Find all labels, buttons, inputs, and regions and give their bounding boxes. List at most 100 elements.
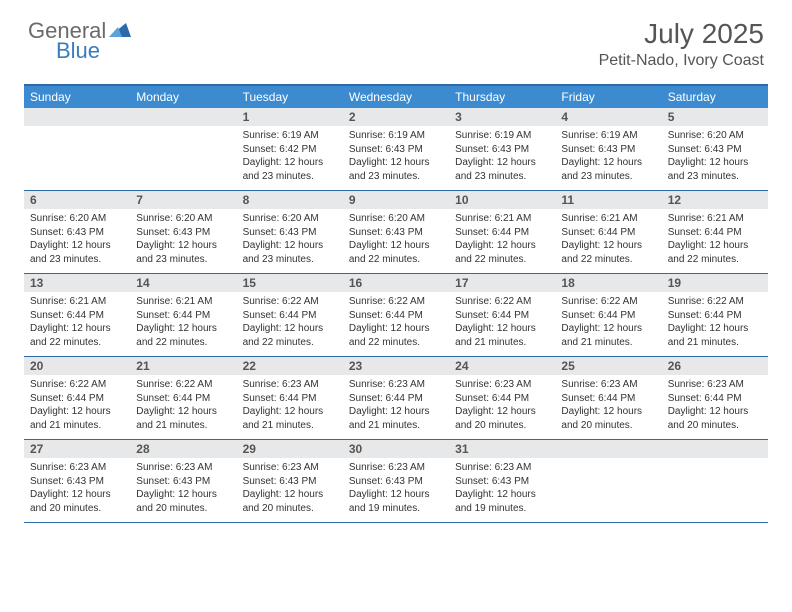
sunrise-line: Sunrise: 6:20 AM [349,212,443,226]
week-row: 6Sunrise: 6:20 AMSunset: 6:43 PMDaylight… [24,191,768,274]
calendar-cell: 1Sunrise: 6:19 AMSunset: 6:42 PMDaylight… [237,108,343,190]
day-number [662,440,768,458]
day-details: Sunrise: 6:23 AMSunset: 6:44 PMDaylight:… [662,375,768,432]
calendar-cell: 30Sunrise: 6:23 AMSunset: 6:43 PMDayligh… [343,440,449,522]
day-number: 2 [343,108,449,126]
day-number: 5 [662,108,768,126]
daylight-line: Daylight: 12 hours and 19 minutes. [349,488,443,515]
week-row: 13Sunrise: 6:21 AMSunset: 6:44 PMDayligh… [24,274,768,357]
day-details: Sunrise: 6:22 AMSunset: 6:44 PMDaylight:… [130,375,236,432]
daylight-line: Daylight: 12 hours and 23 minutes. [136,239,230,266]
sunset-line: Sunset: 6:44 PM [561,226,655,240]
calendar-cell: 21Sunrise: 6:22 AMSunset: 6:44 PMDayligh… [130,357,236,439]
calendar-cell: 4Sunrise: 6:19 AMSunset: 6:43 PMDaylight… [555,108,661,190]
day-details: Sunrise: 6:23 AMSunset: 6:44 PMDaylight:… [449,375,555,432]
sunrise-line: Sunrise: 6:22 AM [455,295,549,309]
day-details: Sunrise: 6:22 AMSunset: 6:44 PMDaylight:… [662,292,768,349]
sunset-line: Sunset: 6:43 PM [243,226,337,240]
sunrise-line: Sunrise: 6:20 AM [668,129,762,143]
day-details: Sunrise: 6:23 AMSunset: 6:43 PMDaylight:… [24,458,130,515]
daylight-line: Daylight: 12 hours and 23 minutes. [243,156,337,183]
day-details: Sunrise: 6:19 AMSunset: 6:43 PMDaylight:… [555,126,661,183]
calendar-cell: 27Sunrise: 6:23 AMSunset: 6:43 PMDayligh… [24,440,130,522]
day-number: 20 [24,357,130,375]
sunrise-line: Sunrise: 6:22 AM [243,295,337,309]
sunrise-line: Sunrise: 6:23 AM [136,461,230,475]
calendar-cell: 5Sunrise: 6:20 AMSunset: 6:43 PMDaylight… [662,108,768,190]
daylight-line: Daylight: 12 hours and 23 minutes. [30,239,124,266]
calendar-cell: 3Sunrise: 6:19 AMSunset: 6:43 PMDaylight… [449,108,555,190]
calendar-cell: 26Sunrise: 6:23 AMSunset: 6:44 PMDayligh… [662,357,768,439]
calendar-cell: 28Sunrise: 6:23 AMSunset: 6:43 PMDayligh… [130,440,236,522]
title-block: July 2025 Petit-Nado, Ivory Coast [599,18,764,70]
sunrise-line: Sunrise: 6:22 AM [30,378,124,392]
calendar-cell-blank [130,108,236,190]
day-details: Sunrise: 6:19 AMSunset: 6:43 PMDaylight:… [343,126,449,183]
calendar-cell: 11Sunrise: 6:21 AMSunset: 6:44 PMDayligh… [555,191,661,273]
calendar-cell: 31Sunrise: 6:23 AMSunset: 6:43 PMDayligh… [449,440,555,522]
sunrise-line: Sunrise: 6:20 AM [136,212,230,226]
sunset-line: Sunset: 6:44 PM [243,392,337,406]
daylight-line: Daylight: 12 hours and 22 minutes. [668,239,762,266]
sunset-line: Sunset: 6:43 PM [455,475,549,489]
week-row: 1Sunrise: 6:19 AMSunset: 6:42 PMDaylight… [24,108,768,191]
calendar-cell: 13Sunrise: 6:21 AMSunset: 6:44 PMDayligh… [24,274,130,356]
sunrise-line: Sunrise: 6:22 AM [136,378,230,392]
sunrise-line: Sunrise: 6:23 AM [243,461,337,475]
sunrise-line: Sunrise: 6:23 AM [455,378,549,392]
daylight-line: Daylight: 12 hours and 20 minutes. [668,405,762,432]
day-number: 30 [343,440,449,458]
weekday-monday: Monday [130,86,236,108]
calendar-cell: 14Sunrise: 6:21 AMSunset: 6:44 PMDayligh… [130,274,236,356]
location-label: Petit-Nado, Ivory Coast [599,52,764,70]
day-number: 26 [662,357,768,375]
day-details: Sunrise: 6:21 AMSunset: 6:44 PMDaylight:… [130,292,236,349]
calendar-cell: 16Sunrise: 6:22 AMSunset: 6:44 PMDayligh… [343,274,449,356]
day-details: Sunrise: 6:22 AMSunset: 6:44 PMDaylight:… [24,375,130,432]
day-details: Sunrise: 6:19 AMSunset: 6:43 PMDaylight:… [449,126,555,183]
day-details: Sunrise: 6:23 AMSunset: 6:44 PMDaylight:… [555,375,661,432]
day-number: 7 [130,191,236,209]
daylight-line: Daylight: 12 hours and 22 minutes. [349,322,443,349]
calendar-cell: 23Sunrise: 6:23 AMSunset: 6:44 PMDayligh… [343,357,449,439]
day-number: 25 [555,357,661,375]
weekday-saturday: Saturday [662,86,768,108]
day-number: 3 [449,108,555,126]
day-details: Sunrise: 6:23 AMSunset: 6:43 PMDaylight:… [130,458,236,515]
daylight-line: Daylight: 12 hours and 21 minutes. [136,405,230,432]
calendar-cell: 15Sunrise: 6:22 AMSunset: 6:44 PMDayligh… [237,274,343,356]
daylight-line: Daylight: 12 hours and 19 minutes. [455,488,549,515]
day-number: 29 [237,440,343,458]
calendar-cell: 2Sunrise: 6:19 AMSunset: 6:43 PMDaylight… [343,108,449,190]
daylight-line: Daylight: 12 hours and 22 minutes. [349,239,443,266]
daylight-line: Daylight: 12 hours and 22 minutes. [30,322,124,349]
day-number [24,108,130,126]
sunrise-line: Sunrise: 6:23 AM [561,378,655,392]
sunset-line: Sunset: 6:43 PM [561,143,655,157]
day-number: 31 [449,440,555,458]
sunrise-line: Sunrise: 6:21 AM [30,295,124,309]
sunrise-line: Sunrise: 6:23 AM [668,378,762,392]
day-number: 8 [237,191,343,209]
daylight-line: Daylight: 12 hours and 22 minutes. [243,322,337,349]
sunrise-line: Sunrise: 6:22 AM [668,295,762,309]
sunrise-line: Sunrise: 6:19 AM [455,129,549,143]
day-number [555,440,661,458]
logo: GeneralBlue [28,18,131,64]
calendar-cell: 25Sunrise: 6:23 AMSunset: 6:44 PMDayligh… [555,357,661,439]
day-details: Sunrise: 6:23 AMSunset: 6:44 PMDaylight:… [237,375,343,432]
sunset-line: Sunset: 6:42 PM [243,143,337,157]
daylight-line: Daylight: 12 hours and 23 minutes. [455,156,549,183]
sunrise-line: Sunrise: 6:19 AM [349,129,443,143]
weekday-friday: Friday [555,86,661,108]
daylight-line: Daylight: 12 hours and 23 minutes. [349,156,443,183]
daylight-line: Daylight: 12 hours and 20 minutes. [243,488,337,515]
day-number: 18 [555,274,661,292]
sunset-line: Sunset: 6:43 PM [136,475,230,489]
weekday-tuesday: Tuesday [237,86,343,108]
daylight-line: Daylight: 12 hours and 20 minutes. [561,405,655,432]
day-details: Sunrise: 6:20 AMSunset: 6:43 PMDaylight:… [343,209,449,266]
day-number: 9 [343,191,449,209]
day-number: 21 [130,357,236,375]
day-details: Sunrise: 6:22 AMSunset: 6:44 PMDaylight:… [449,292,555,349]
